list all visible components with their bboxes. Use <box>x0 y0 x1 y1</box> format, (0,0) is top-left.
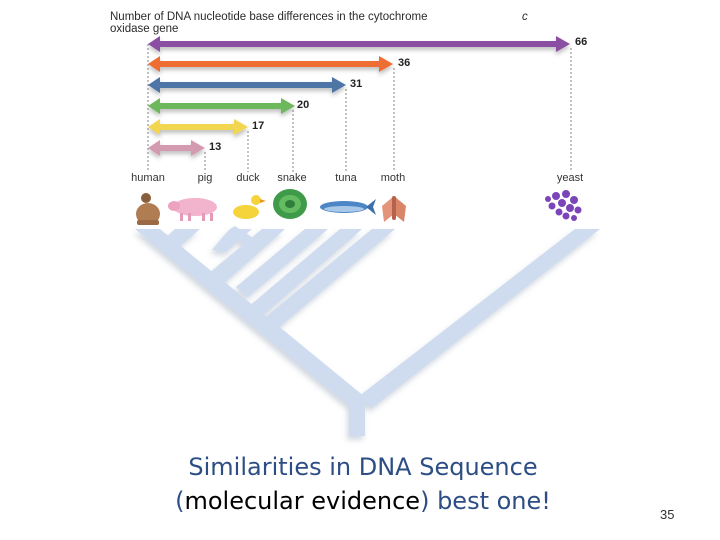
tree-trunk-right <box>358 229 600 408</box>
arrow-yeast <box>148 36 570 52</box>
caption-molecular-evidence: molecular evidence <box>184 487 421 515</box>
figure-title-c: c <box>522 11 528 23</box>
phylogenetic-tree <box>135 226 600 436</box>
branch-snake <box>236 229 328 297</box>
arrow-snake <box>148 98 295 114</box>
moth-icon <box>382 196 406 222</box>
caption-best-one: best one! <box>429 487 551 515</box>
value-label-moth: 36 <box>398 57 411 69</box>
arrow-moth <box>148 56 393 72</box>
organism-label-human: human <box>131 172 165 184</box>
value-label-tuna: 31 <box>350 78 363 90</box>
branch-duck-node <box>208 229 285 285</box>
value-label-pig: 13 <box>209 141 222 153</box>
pig-icon <box>168 198 217 221</box>
duck-icon <box>233 195 266 219</box>
organism-label-snake: snake <box>277 172 307 184</box>
value-label-yeast: 66 <box>575 36 588 48</box>
branch-pig <box>158 229 200 255</box>
organism-label-pig: pig <box>197 172 213 184</box>
caption-paren-close: ) <box>420 487 430 515</box>
difference-arrows <box>148 36 570 156</box>
tree-trunk-left <box>135 229 365 408</box>
caption-line1: Similarities in DNA Sequence <box>188 453 538 481</box>
human-icon <box>136 193 160 225</box>
arrow-pig <box>148 140 205 156</box>
value-label-duck: 17 <box>252 120 265 132</box>
organism-label-tuna: tuna <box>335 172 357 184</box>
figure-title: Number of DNA nucleotide base difference… <box>110 11 550 35</box>
value-label-snake: 20 <box>297 99 310 111</box>
slide-caption: Similarities in DNA Sequence (molecular … <box>128 450 598 518</box>
branch-moth <box>262 229 395 330</box>
snake-icon <box>273 189 307 219</box>
organism-label-moth: moth <box>380 172 406 184</box>
guide-lines <box>147 44 572 172</box>
yeast-icon <box>545 190 582 221</box>
organism-label-yeast: yeast <box>556 172 584 184</box>
page-number: 35 <box>660 507 675 522</box>
figure-title-line1: Number of DNA nucleotide base difference… <box>110 11 428 23</box>
arrow-tuna <box>148 77 346 93</box>
arrow-duck <box>148 119 248 135</box>
branch-tuna <box>247 229 362 318</box>
tuna-icon <box>320 199 376 215</box>
caption-line2: (molecular evidence) best one! <box>128 484 598 518</box>
tree-root <box>349 400 365 436</box>
figure-title-line2: oxidase gene <box>110 23 179 35</box>
organism-label-duck: duck <box>236 172 260 184</box>
caption-paren-open: ( <box>175 487 185 515</box>
